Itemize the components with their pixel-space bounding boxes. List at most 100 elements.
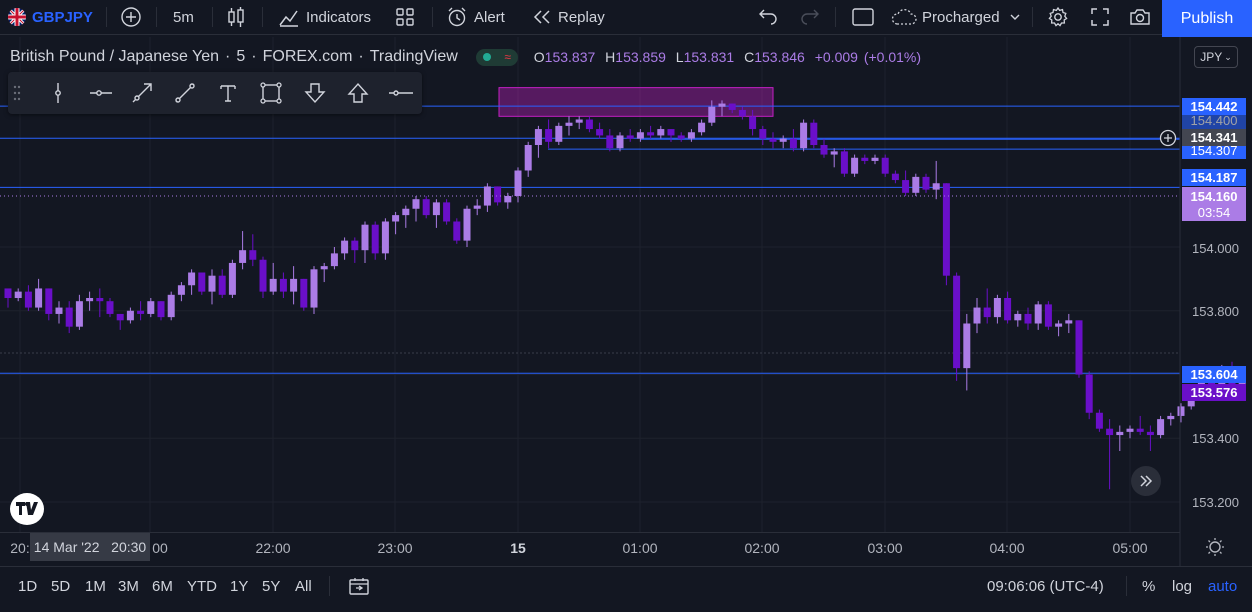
price-label-line-2-under: 154.307 [1182, 142, 1246, 159]
snapshot-button[interactable] [1128, 0, 1152, 34]
candle-body [657, 129, 665, 136]
cloud-icon [891, 8, 917, 25]
horizontal-line-tool[interactable] [384, 77, 418, 109]
range-ytd-button[interactable]: YTD [187, 577, 217, 595]
candle-body [861, 157, 869, 161]
text-tool[interactable] [211, 77, 245, 109]
candle-body [1136, 428, 1144, 432]
candle-body [126, 310, 134, 321]
rectangle-icon [260, 82, 282, 104]
grid-icon [396, 8, 414, 26]
candle-body [269, 278, 277, 292]
symbol-search-button[interactable]: GBPJPY [8, 0, 93, 34]
compare-symbol-button[interactable] [120, 0, 142, 34]
market-status-badge[interactable]: ≈ [475, 48, 518, 66]
candle-body [351, 240, 359, 251]
candle-body [708, 106, 716, 123]
candle-body [290, 278, 298, 292]
range-6m-button[interactable]: 6M [152, 577, 173, 595]
arrow-up-marker-tool[interactable] [341, 77, 375, 109]
candle-body [585, 119, 593, 130]
indicators-icon [279, 10, 298, 27]
range-5y-button[interactable]: 5Y [262, 577, 281, 595]
candle-body [65, 307, 73, 327]
candle-body [534, 129, 542, 145]
add-alert-crosshair-button[interactable] [1159, 129, 1177, 147]
layout-name-button[interactable]: Procharged [890, 0, 1022, 34]
range-all-button[interactable]: All [295, 577, 312, 595]
price-label-line-3: 154.187 [1182, 169, 1246, 186]
tradingview-logo[interactable] [10, 493, 44, 525]
range-5d-button[interactable]: 5D [51, 577, 71, 595]
auto-scale-toggle[interactable]: auto [1208, 577, 1238, 595]
settings-button[interactable] [1047, 0, 1069, 34]
layout-name: Procharged [922, 8, 1000, 26]
redo-button[interactable] [800, 0, 820, 34]
scroll-to-realtime-button[interactable] [1131, 466, 1161, 496]
candle-body [565, 122, 573, 126]
arrow-down-marker-tool[interactable] [298, 77, 332, 109]
candle-body [361, 224, 369, 251]
candle-body [371, 224, 379, 254]
candle-body [626, 135, 634, 139]
arrow-tool[interactable] [125, 77, 159, 109]
rectangle-tool[interactable] [254, 77, 288, 109]
indicators-button[interactable]: Indicators [278, 0, 371, 34]
candle-body [749, 116, 757, 130]
currency-label: JPY [1200, 50, 1223, 64]
price-chart[interactable] [0, 37, 1252, 566]
time-tick: 00 [152, 540, 168, 556]
legend-exchange: FOREX.com [262, 48, 353, 65]
undo-button[interactable] [758, 0, 778, 34]
timezone-clock[interactable]: 09:06:06 (UTC-4) [987, 577, 1104, 595]
candle-body [473, 205, 481, 209]
chevron-down-icon [1010, 14, 1020, 20]
drag-handle[interactable] [8, 77, 26, 109]
replay-button[interactable]: Replay [532, 0, 605, 34]
candle-body [310, 269, 318, 308]
time-tick: 23:00 [377, 540, 413, 556]
candle-body [891, 173, 899, 181]
horizontal-ray-tool[interactable] [84, 77, 118, 109]
candle-body [851, 157, 859, 174]
drawing-toolbar [8, 72, 422, 114]
candle-body [239, 250, 247, 263]
layout-select-button[interactable] [851, 0, 875, 34]
range-1m-button[interactable]: 1M [85, 577, 106, 595]
templates-button[interactable] [395, 0, 415, 34]
candle-body [1157, 419, 1165, 436]
market-open-dot-icon [482, 53, 491, 61]
change-percent: (+0.01%) [863, 49, 922, 65]
log-scale-toggle[interactable]: log [1172, 577, 1193, 595]
axis-settings-button[interactable] [1205, 537, 1227, 559]
fullscreen-button[interactable] [1089, 0, 1111, 34]
trend-line-tool[interactable] [168, 77, 202, 109]
candle-body [953, 275, 961, 369]
range-1d-button[interactable]: 1D [18, 577, 38, 595]
candle-body [1177, 406, 1185, 416]
legend-dot: · [358, 48, 364, 65]
alert-button[interactable]: Alert [446, 0, 505, 34]
publish-button[interactable]: Publish [1162, 0, 1252, 37]
time-tick: 20: [10, 540, 30, 556]
time-axis[interactable] [0, 532, 1180, 567]
redo-icon [801, 9, 819, 25]
currency-button[interactable]: JPY ⌄ [1194, 46, 1238, 68]
candle-body [86, 298, 94, 302]
interval-button[interactable]: 5m [173, 0, 194, 34]
time-tick: 03:00 [867, 540, 903, 556]
percent-scale-toggle[interactable]: % [1142, 577, 1156, 595]
candle-body [402, 208, 410, 216]
change-value: +0.009 [814, 49, 858, 65]
candle-body [137, 310, 145, 314]
go-to-date-button[interactable] [348, 567, 370, 605]
candle-body [514, 170, 522, 196]
range-3m-button[interactable]: 3M [118, 577, 139, 595]
bottom-toolbar: 1D 5D 1M 3M 6M YTD 1Y 5Y All 09:06:06 (U… [0, 566, 1252, 605]
high-label: H [605, 49, 616, 65]
chart-type-button[interactable] [226, 0, 246, 34]
candle-body [647, 132, 655, 136]
range-1y-button[interactable]: 1Y [230, 577, 249, 595]
square-layout-icon [852, 8, 874, 26]
vertical-line-tool[interactable] [41, 77, 75, 109]
